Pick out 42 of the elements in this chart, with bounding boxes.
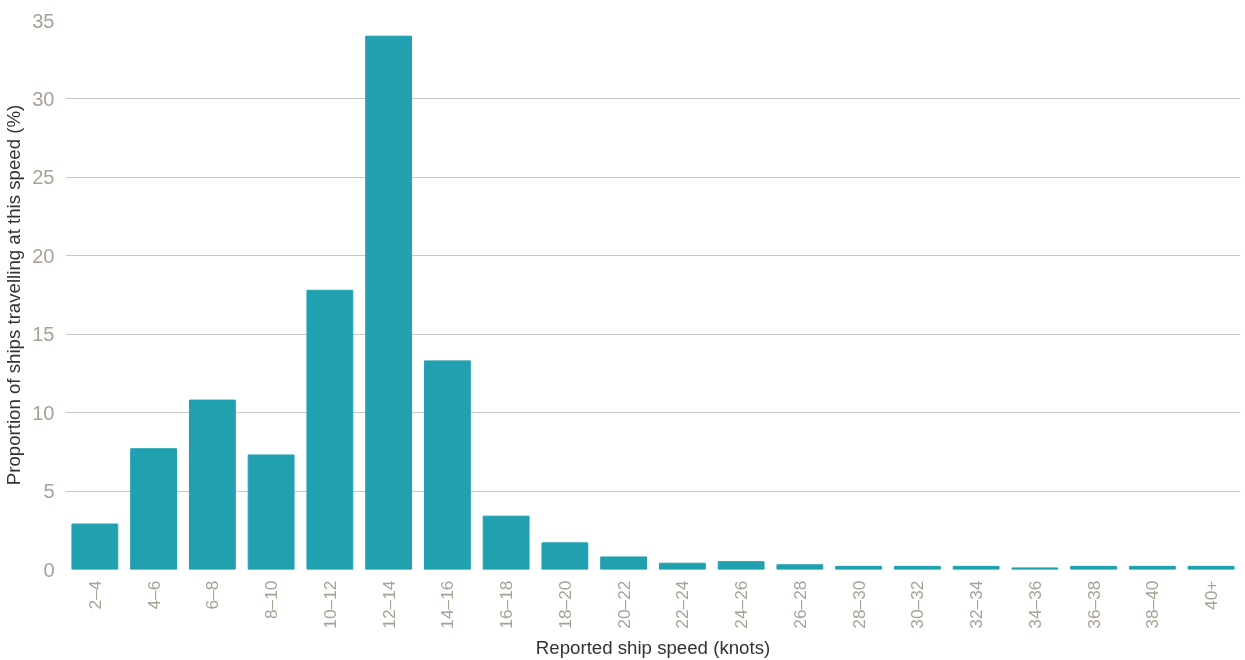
x-tick-label: 20–22: [613, 580, 634, 629]
bar: [541, 542, 589, 570]
x-tick-label: 16–18: [496, 580, 517, 629]
x-tick-label: 8–10: [261, 580, 282, 620]
bar: [600, 556, 648, 570]
bar: [482, 515, 530, 570]
x-axis-title: Reported ship speed (knots): [535, 636, 771, 658]
x-tick-label: 14–16: [437, 580, 458, 629]
bar: [188, 399, 236, 570]
y-tick-label: 30: [32, 87, 55, 110]
x-tick-label: 12–14: [378, 580, 399, 629]
x-tick-label: 18–20: [554, 580, 575, 629]
x-tick-label: 40+: [1201, 580, 1222, 610]
x-tick-label: 4–6: [143, 580, 164, 610]
x-tick-label: 2–4: [84, 580, 105, 610]
bar: [130, 448, 178, 570]
bar: [717, 561, 765, 570]
y-tick-label: 20: [32, 244, 55, 267]
bar: [71, 523, 119, 570]
bar: [306, 289, 354, 570]
bar: [776, 564, 824, 570]
y-axis-title: Proportion of ships travelling at this speed (%): [3, 104, 25, 486]
x-tick-label: 26–28: [789, 580, 810, 629]
x-tick-label: 36–38: [1083, 580, 1104, 629]
x-tick-label: 28–30: [848, 580, 869, 629]
x-tick-label: 30–32: [907, 580, 928, 629]
y-tick-label: 10: [32, 401, 55, 424]
y-tick-label: 35: [32, 9, 55, 32]
x-tick-label: 32–34: [966, 580, 987, 629]
x-tick-label: 38–40: [1142, 580, 1163, 629]
x-tick-label: 22–24: [672, 580, 693, 629]
y-tick-label: 25: [32, 166, 55, 189]
x-tick-label: 34–36: [1024, 580, 1045, 629]
y-tick-label: 5: [43, 480, 55, 503]
x-tick-label: 6–8: [202, 580, 223, 610]
x-tick-label: 10–12: [319, 580, 340, 629]
bar: [365, 35, 413, 570]
y-tick-label: 0: [43, 558, 55, 581]
bar: [423, 360, 471, 570]
y-tick-label: 15: [32, 323, 55, 346]
bar: [247, 454, 295, 570]
x-tick-label: 24–26: [731, 580, 752, 629]
